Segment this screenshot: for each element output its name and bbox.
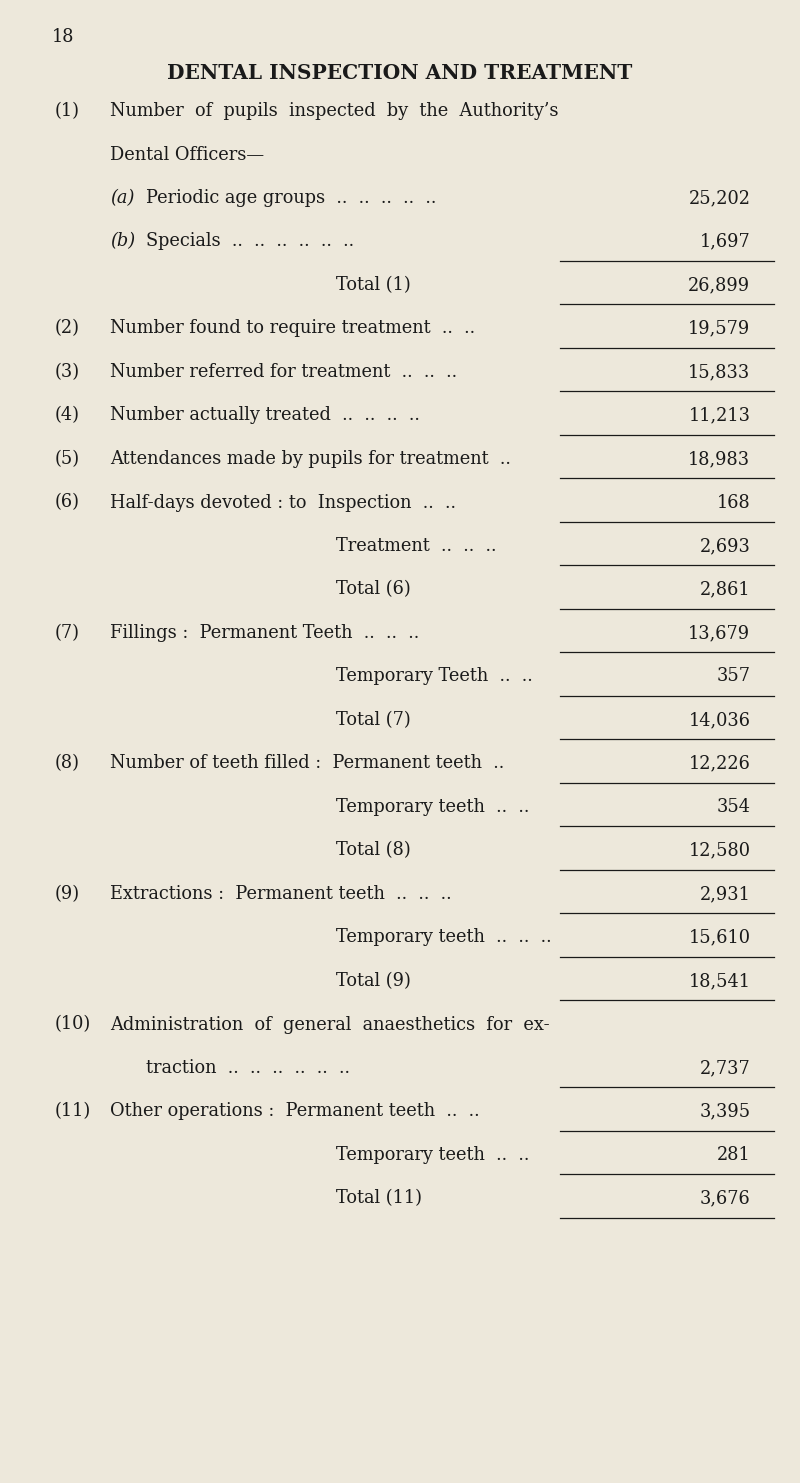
Text: Extractions :  Permanent teeth  ..  ..  ..: Extractions : Permanent teeth .. .. .. bbox=[110, 885, 452, 903]
Text: 19,579: 19,579 bbox=[688, 319, 750, 338]
Text: (6): (6) bbox=[54, 494, 79, 512]
Text: 12,226: 12,226 bbox=[689, 755, 750, 773]
Text: 3,676: 3,676 bbox=[700, 1189, 750, 1207]
Text: Temporary Teeth  ..  ..: Temporary Teeth .. .. bbox=[336, 667, 533, 685]
Text: (8): (8) bbox=[54, 755, 79, 773]
Text: traction  ..  ..  ..  ..  ..  ..: traction .. .. .. .. .. .. bbox=[146, 1059, 350, 1077]
Text: 18: 18 bbox=[52, 28, 74, 46]
Text: 15,833: 15,833 bbox=[688, 363, 750, 381]
Text: Number actually treated  ..  ..  ..  ..: Number actually treated .. .. .. .. bbox=[110, 406, 420, 424]
Text: (3): (3) bbox=[54, 363, 79, 381]
Text: Total (8): Total (8) bbox=[336, 841, 410, 860]
Text: 18,983: 18,983 bbox=[688, 449, 750, 469]
Text: Number found to require treatment  ..  ..: Number found to require treatment .. .. bbox=[110, 319, 475, 338]
Text: Fillings :  Permanent Teeth  ..  ..  ..: Fillings : Permanent Teeth .. .. .. bbox=[110, 624, 420, 642]
Text: Other operations :  Permanent teeth  ..  ..: Other operations : Permanent teeth .. .. bbox=[110, 1102, 480, 1121]
Text: DENTAL INSPECTION AND TREATMENT: DENTAL INSPECTION AND TREATMENT bbox=[167, 62, 633, 83]
Text: Number of teeth filled :  Permanent teeth  ..: Number of teeth filled : Permanent teeth… bbox=[110, 755, 505, 773]
Text: Total (11): Total (11) bbox=[336, 1189, 422, 1207]
Text: Periodic age groups  ..  ..  ..  ..  ..: Periodic age groups .. .. .. .. .. bbox=[146, 188, 436, 208]
Text: 3,395: 3,395 bbox=[699, 1102, 750, 1121]
Text: 168: 168 bbox=[717, 494, 750, 512]
Text: 25,202: 25,202 bbox=[688, 188, 750, 208]
Text: 11,213: 11,213 bbox=[688, 406, 750, 424]
Text: 26,899: 26,899 bbox=[688, 276, 750, 294]
Text: Specials  ..  ..  ..  ..  ..  ..: Specials .. .. .. .. .. .. bbox=[146, 233, 354, 251]
Text: Temporary teeth  ..  ..: Temporary teeth .. .. bbox=[336, 798, 530, 816]
Text: Temporary teeth  ..  ..: Temporary teeth .. .. bbox=[336, 1146, 530, 1164]
Text: 354: 354 bbox=[717, 798, 750, 816]
Text: 1,697: 1,697 bbox=[700, 233, 750, 251]
Text: 2,931: 2,931 bbox=[699, 885, 750, 903]
Text: Number  of  pupils  inspected  by  the  Authority’s: Number of pupils inspected by the Author… bbox=[110, 102, 559, 120]
Text: 357: 357 bbox=[717, 667, 750, 685]
Text: 14,036: 14,036 bbox=[688, 710, 750, 730]
Text: Treatment  ..  ..  ..: Treatment .. .. .. bbox=[336, 537, 497, 555]
Text: (7): (7) bbox=[54, 624, 79, 642]
Text: 18,541: 18,541 bbox=[688, 971, 750, 991]
Text: (1): (1) bbox=[54, 102, 79, 120]
Text: Total (1): Total (1) bbox=[336, 276, 410, 294]
Text: Dental Officers—: Dental Officers— bbox=[110, 145, 265, 163]
Text: 2,737: 2,737 bbox=[700, 1059, 750, 1077]
Text: 2,861: 2,861 bbox=[700, 580, 750, 599]
Text: (10): (10) bbox=[54, 1016, 90, 1034]
Text: 13,679: 13,679 bbox=[688, 624, 750, 642]
Text: (5): (5) bbox=[54, 449, 79, 469]
Text: Administration  of  general  anaesthetics  for  ex-: Administration of general anaesthetics f… bbox=[110, 1016, 550, 1034]
Text: 12,580: 12,580 bbox=[688, 841, 750, 860]
Text: Total (6): Total (6) bbox=[336, 580, 410, 599]
Text: Attendances made by pupils for treatment  ..: Attendances made by pupils for treatment… bbox=[110, 449, 511, 469]
Text: (11): (11) bbox=[54, 1102, 90, 1121]
Text: (b): (b) bbox=[110, 233, 135, 251]
Text: (4): (4) bbox=[54, 406, 79, 424]
Text: (2): (2) bbox=[54, 319, 79, 338]
Text: (a): (a) bbox=[110, 188, 134, 208]
Text: 15,610: 15,610 bbox=[688, 928, 750, 946]
Text: (9): (9) bbox=[54, 885, 79, 903]
Text: 281: 281 bbox=[717, 1146, 750, 1164]
Text: Half-days devoted : to  Inspection  ..  ..: Half-days devoted : to Inspection .. .. bbox=[110, 494, 456, 512]
Text: Total (7): Total (7) bbox=[336, 710, 410, 730]
Text: 2,693: 2,693 bbox=[699, 537, 750, 555]
Text: Number referred for treatment  ..  ..  ..: Number referred for treatment .. .. .. bbox=[110, 363, 458, 381]
Text: Temporary teeth  ..  ..  ..: Temporary teeth .. .. .. bbox=[336, 928, 552, 946]
Text: Total (9): Total (9) bbox=[336, 971, 411, 991]
